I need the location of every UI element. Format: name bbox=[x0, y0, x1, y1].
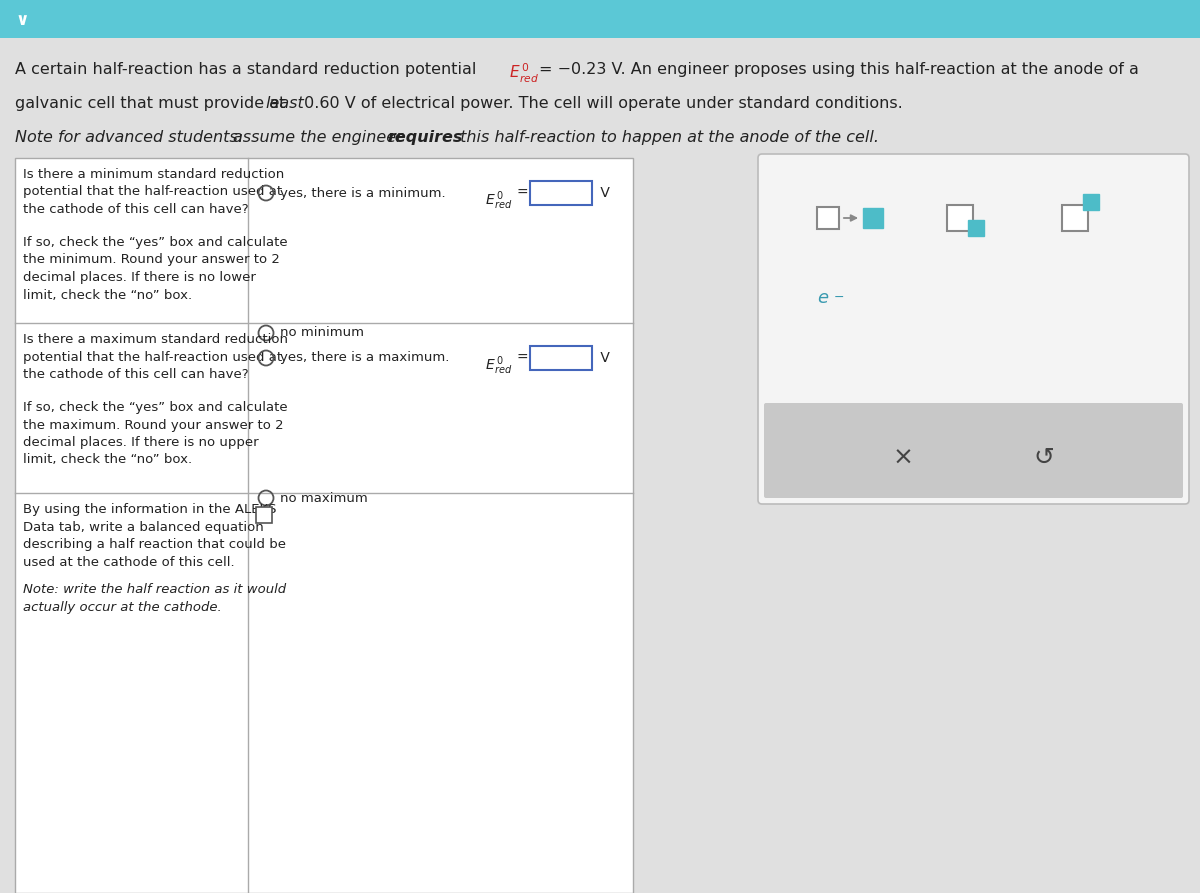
Bar bbox=[817, 207, 839, 229]
Text: $E\,^{0}_{\!\mathit{red}}$: $E\,^{0}_{\!\mathit{red}}$ bbox=[485, 189, 512, 212]
Bar bbox=[530, 346, 592, 370]
Text: A certain half-reaction has a standard reduction potential: A certain half-reaction has a standard r… bbox=[14, 62, 481, 77]
FancyBboxPatch shape bbox=[758, 154, 1189, 504]
Text: V: V bbox=[596, 186, 610, 200]
Text: =: = bbox=[516, 186, 528, 200]
Text: Note: write the half reaction as it would
actually occur at the cathode.: Note: write the half reaction as it woul… bbox=[23, 583, 286, 613]
Text: = −0.23 V. An engineer proposes using this half-reaction at the anode of a: = −0.23 V. An engineer proposes using th… bbox=[539, 62, 1139, 77]
Text: $\it{e}$: $\it{e}$ bbox=[817, 289, 829, 307]
Bar bbox=[1084, 194, 1099, 210]
Text: ↺: ↺ bbox=[1033, 446, 1055, 470]
Text: Is there a minimum standard reduction
potential that the half-reaction used at
t: Is there a minimum standard reduction po… bbox=[23, 168, 284, 216]
Text: By using the information in the ALEKS
Data tab, write a balanced equation
descri: By using the information in the ALEKS Da… bbox=[23, 503, 286, 569]
Text: $E\,^{0}_{\!\mathit{red}}$: $E\,^{0}_{\!\mathit{red}}$ bbox=[509, 62, 539, 85]
Text: assume the engineer: assume the engineer bbox=[233, 130, 408, 145]
Bar bbox=[1062, 205, 1088, 231]
Text: 0.60 V of electrical power. The cell will operate under standard conditions.: 0.60 V of electrical power. The cell wil… bbox=[299, 96, 902, 111]
Text: V: V bbox=[596, 351, 610, 365]
Text: Note for advanced students:: Note for advanced students: bbox=[14, 130, 248, 145]
Text: yes, there is a minimum.: yes, there is a minimum. bbox=[280, 187, 445, 199]
Text: yes, there is a maximum.: yes, there is a maximum. bbox=[280, 352, 449, 364]
FancyBboxPatch shape bbox=[764, 403, 1183, 498]
Text: no minimum: no minimum bbox=[280, 327, 364, 339]
Text: ×: × bbox=[893, 446, 913, 470]
Bar bbox=[14, 158, 634, 893]
Bar bbox=[947, 205, 973, 231]
Text: galvanic cell that must provide at: galvanic cell that must provide at bbox=[14, 96, 290, 111]
Bar bbox=[968, 220, 984, 236]
Text: If so, check the “yes” box and calculate
the minimum. Round your answer to 2
dec: If so, check the “yes” box and calculate… bbox=[23, 236, 288, 302]
Text: If so, check the “yes” box and calculate
the maximum. Round your answer to 2
dec: If so, check the “yes” box and calculate… bbox=[23, 401, 288, 466]
Bar bbox=[256, 507, 272, 523]
Text: −: − bbox=[834, 291, 845, 304]
Bar bbox=[0, 0, 1200, 38]
Text: =: = bbox=[516, 351, 528, 365]
Text: no maximum: no maximum bbox=[280, 491, 367, 505]
Text: Is there a maximum standard reduction
potential that the half-reaction used at
t: Is there a maximum standard reduction po… bbox=[23, 333, 288, 381]
Bar bbox=[863, 208, 883, 228]
Text: least: least bbox=[265, 96, 304, 111]
Text: requires: requires bbox=[388, 130, 463, 145]
Text: $E\,^{0}_{\!\mathit{red}}$: $E\,^{0}_{\!\mathit{red}}$ bbox=[485, 354, 512, 377]
Text: ∨: ∨ bbox=[16, 11, 29, 29]
Text: this half-reaction to happen at the anode of the cell.: this half-reaction to happen at the anod… bbox=[455, 130, 878, 145]
Bar bbox=[530, 181, 592, 205]
